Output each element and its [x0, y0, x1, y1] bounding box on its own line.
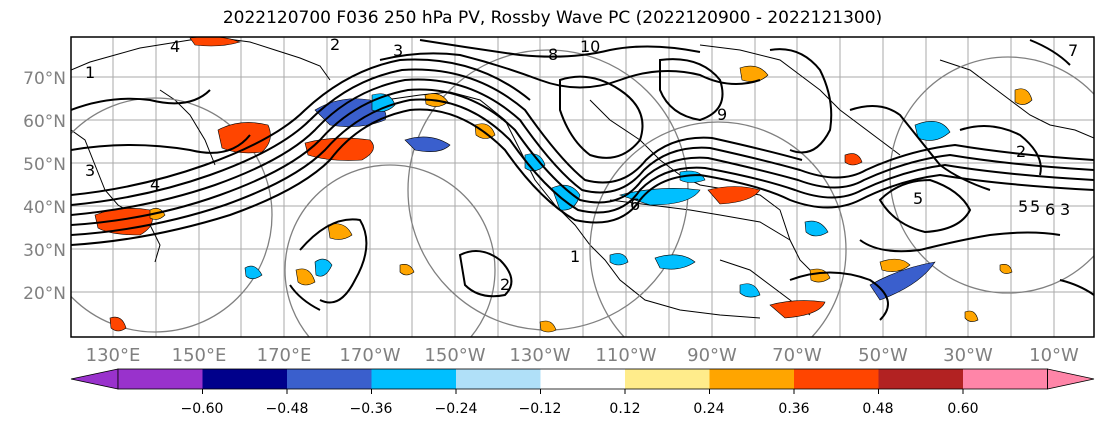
colorbar-segment	[371, 369, 456, 389]
lon-label: 130°E	[86, 345, 141, 366]
coastlines	[71, 37, 1094, 319]
colorbar	[70, 368, 1095, 394]
lon-label: 150°E	[172, 345, 227, 366]
colorbar-tick-label: −0.48	[266, 401, 309, 417]
colorbar-segment	[202, 369, 287, 389]
contour-label: 5	[913, 189, 923, 208]
lon-label: 110°W	[595, 345, 656, 366]
colorbar-tick-label: −0.60	[181, 401, 224, 417]
colorbar-segment	[287, 369, 372, 389]
contour-label: 7	[1068, 41, 1078, 60]
lon-label: 170°E	[257, 345, 312, 366]
contour-label: 1	[85, 63, 95, 82]
contour-label: 1	[570, 247, 580, 266]
contour-label: 2	[330, 35, 340, 54]
map-title: 2022120700 F036 250 hPa PV, Rossby Wave …	[222, 8, 883, 28]
contour-label: 10	[580, 37, 600, 56]
contour-label: 3	[393, 41, 403, 60]
lat-label-40n: 40°N	[23, 198, 66, 218]
lon-label: 50°W	[858, 345, 908, 366]
lon-label: 150°W	[424, 345, 485, 366]
lon-label: 90°W	[687, 345, 737, 366]
colorbar-tick-label: −0.36	[350, 401, 393, 417]
colorbar-tick-label: 0.24	[693, 401, 724, 417]
contour-label: 2	[1016, 142, 1026, 161]
colorbar-tick-label: −0.12	[519, 401, 562, 417]
colorbar-segment	[709, 369, 794, 389]
lon-label: 130°W	[509, 345, 570, 366]
colorbar-segment	[878, 369, 963, 389]
colorbar-segment	[118, 369, 203, 389]
colorbar-outline	[117, 368, 1048, 390]
contour-label: 8	[548, 45, 558, 64]
contour-label: 4	[170, 37, 180, 56]
colorbar-over-arrow	[1047, 368, 1095, 390]
colorbar-segment	[794, 369, 879, 389]
lon-label: 10°W	[1029, 345, 1079, 366]
contour-label: 9	[717, 105, 727, 124]
contour-label: 3	[1060, 200, 1070, 219]
contour-label: 5	[1018, 197, 1028, 216]
contour-label: 3	[85, 161, 95, 180]
colorbar-segment	[625, 369, 710, 389]
contour-label: 6	[1045, 200, 1055, 219]
latitude-labels: 70°N 60°N 50°N 40°N 30°N 20°N	[23, 69, 66, 304]
colorbar-segment	[540, 369, 625, 389]
colorbar-tick-label: 0.60	[947, 401, 978, 417]
contour-label: 6	[630, 195, 640, 214]
colorbar-segment	[963, 369, 1048, 389]
colorbar-tick-label: 0.36	[778, 401, 809, 417]
lat-label-60n: 60°N	[23, 112, 66, 132]
lat-label-30n: 30°N	[23, 241, 66, 261]
colorbar-tick-labels: −0.60 −0.48 −0.36 −0.24 −0.12 0.12 0.24 …	[181, 401, 979, 417]
colorbar-tick-label: 0.48	[862, 401, 893, 417]
contour-label: 4	[150, 175, 160, 194]
colorbar-under-arrow	[70, 368, 119, 390]
lat-label-20n: 20°N	[23, 284, 66, 304]
pv-contours	[71, 39, 1094, 321]
colorbar-tick-label: 0.12	[609, 401, 640, 417]
colorbar-segment	[456, 369, 541, 389]
contour-label: 2	[500, 275, 510, 294]
colorbar-tick-label: −0.24	[435, 401, 478, 417]
longitude-labels: 130°E 150°E 170°E 170°W 150°W 130°W 110°…	[86, 345, 1079, 366]
lon-label: 70°W	[772, 345, 822, 366]
lon-label: 170°W	[339, 345, 400, 366]
contour-labels: 4 2 3 1 10 8 7 9 3 4 5 1 2 5 5 6 3 6 2	[85, 35, 1078, 294]
contour-label: 5	[1030, 197, 1040, 216]
lat-label-70n: 70°N	[23, 69, 66, 89]
lon-label: 30°W	[943, 345, 993, 366]
map-frame	[70, 36, 1095, 338]
lat-label-50n: 50°N	[23, 155, 66, 175]
